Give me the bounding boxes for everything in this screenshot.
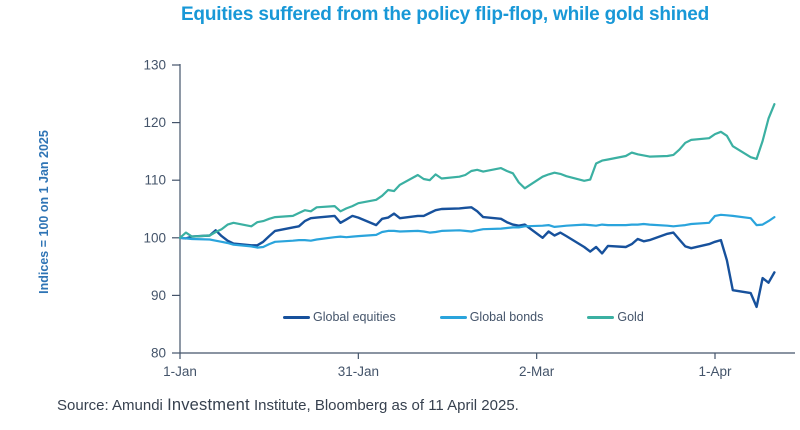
source-note: Source: Amundi Investment Institute, Blo… [57, 396, 519, 415]
x-tick-label-1-apr: 1-Apr [698, 364, 732, 379]
source-brand: Investment [167, 396, 250, 414]
y-tick-label-110: 110 [144, 173, 166, 188]
series-line-global-bonds [178, 213, 776, 249]
legend-swatch-gold [587, 315, 615, 319]
chart-title: Equities suffered from the policy flip-f… [180, 4, 710, 25]
series-line-gold [178, 103, 776, 239]
y-tick-label-120: 120 [143, 115, 166, 130]
source-suffix: Institute, Bloomberg as of 11 April 2025… [249, 397, 519, 414]
x-tick-label-2-mar: 2-Mar [519, 364, 555, 379]
legend-label-global-bonds: Global bonds [469, 310, 544, 324]
y-tick-label-90: 90 [151, 288, 166, 303]
y-tick-label-100: 100 [143, 230, 166, 245]
legend-item-global-bonds: Global bonds [439, 310, 544, 324]
legend-item-gold: Gold [587, 310, 644, 324]
x-tick-label-1-jan: 1-Jan [163, 364, 197, 379]
source-prefix: Source: Amundi [57, 397, 168, 414]
x-tick-label-31-jan: 31-Jan [338, 364, 379, 379]
y-tick-label-130: 130 [143, 58, 166, 73]
legend-swatch-global-bonds [439, 315, 467, 319]
legend-item-global-equities: Global equities [283, 310, 396, 324]
legend-label-gold: Gold [617, 310, 644, 324]
legend-label-global-equities: Global equities [313, 310, 396, 324]
chart-legend: Global equities Global bonds Gold [283, 310, 644, 324]
y-tick-label-80: 80 [151, 346, 166, 361]
series-line-global-equities [178, 206, 776, 309]
legend-swatch-global-equities [283, 315, 310, 319]
